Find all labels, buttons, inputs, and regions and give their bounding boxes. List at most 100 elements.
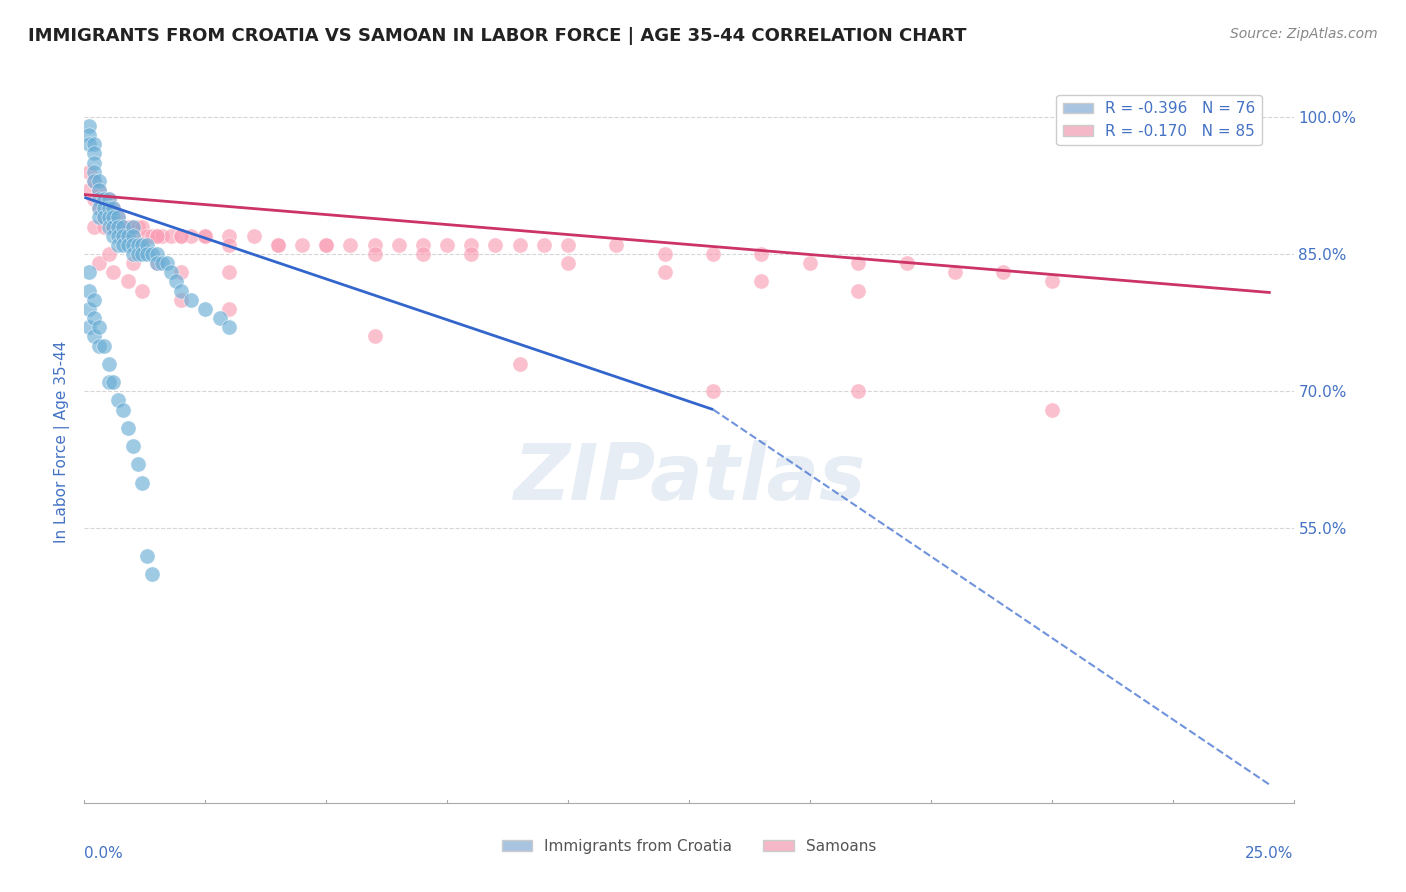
Point [993, 265, 1015, 279]
Point [83, 137, 105, 152]
Point [83, 174, 105, 188]
Point [146, 256, 169, 270]
Point [160, 228, 183, 243]
Point [702, 247, 724, 261]
Point [121, 439, 143, 453]
Point [141, 247, 163, 261]
Point [97, 192, 120, 206]
Point [557, 256, 579, 270]
Point [131, 238, 153, 252]
Point [83, 155, 105, 169]
Point [97, 202, 120, 216]
Point [83, 165, 105, 179]
Point [799, 256, 821, 270]
Point [87, 183, 110, 197]
Point [165, 275, 187, 289]
Text: 25.0%: 25.0% [1246, 847, 1294, 861]
Point [218, 320, 240, 334]
Point [291, 238, 314, 252]
Point [97, 375, 120, 389]
Point [194, 228, 217, 243]
Point [97, 211, 120, 225]
Point [83, 219, 105, 234]
Point [136, 228, 159, 243]
Point [180, 228, 202, 243]
Point [87, 202, 110, 216]
Point [509, 238, 531, 252]
Point [315, 238, 337, 252]
Point [218, 301, 240, 316]
Point [77, 265, 100, 279]
Point [83, 329, 105, 343]
Point [160, 265, 183, 279]
Point [751, 275, 773, 289]
Point [77, 320, 100, 334]
Point [896, 256, 918, 270]
Point [388, 238, 411, 252]
Point [87, 338, 110, 352]
Point [267, 238, 290, 252]
Point [117, 219, 139, 234]
Point [93, 211, 115, 225]
Point [751, 247, 773, 261]
Text: 0.0%: 0.0% [84, 847, 124, 861]
Point [150, 228, 173, 243]
Point [97, 357, 120, 371]
Point [87, 192, 110, 206]
Point [218, 228, 240, 243]
Point [103, 228, 125, 243]
Point [93, 192, 115, 206]
Point [242, 228, 264, 243]
Point [77, 183, 100, 197]
Point [77, 128, 100, 143]
Point [436, 238, 458, 252]
Point [1040, 402, 1063, 417]
Text: IMMIGRANTS FROM CROATIA VS SAMOAN IN LABOR FORCE | AGE 35-44 CORRELATION CHART: IMMIGRANTS FROM CROATIA VS SAMOAN IN LAB… [28, 27, 966, 45]
Point [83, 174, 105, 188]
Point [97, 192, 120, 206]
Point [112, 228, 135, 243]
Point [146, 247, 169, 261]
Point [97, 247, 120, 261]
Point [509, 357, 531, 371]
Point [846, 284, 869, 298]
Point [83, 146, 105, 161]
Point [107, 219, 129, 234]
Point [112, 219, 135, 234]
Point [533, 238, 555, 252]
Point [77, 137, 100, 152]
Point [77, 119, 100, 133]
Point [654, 265, 676, 279]
Point [107, 393, 129, 408]
Y-axis label: In Labor Force | Age 35-44: In Labor Force | Age 35-44 [55, 341, 70, 542]
Point [208, 311, 231, 326]
Point [103, 202, 125, 216]
Point [136, 247, 159, 261]
Point [146, 228, 169, 243]
Point [146, 256, 169, 270]
Point [93, 202, 115, 216]
Point [460, 247, 482, 261]
Point [93, 338, 115, 352]
Point [121, 228, 143, 243]
Point [107, 238, 129, 252]
Point [363, 238, 385, 252]
Point [218, 265, 240, 279]
Point [107, 211, 129, 225]
Point [127, 247, 149, 261]
Point [103, 219, 125, 234]
Point [136, 549, 159, 563]
Point [103, 219, 125, 234]
Point [127, 238, 149, 252]
Text: Source: ZipAtlas.com: Source: ZipAtlas.com [1230, 27, 1378, 41]
Point [112, 238, 135, 252]
Point [146, 228, 169, 243]
Point [93, 219, 115, 234]
Point [412, 238, 434, 252]
Point [127, 458, 149, 472]
Point [121, 219, 143, 234]
Point [112, 228, 135, 243]
Point [170, 228, 193, 243]
Point [131, 475, 153, 490]
Point [460, 238, 482, 252]
